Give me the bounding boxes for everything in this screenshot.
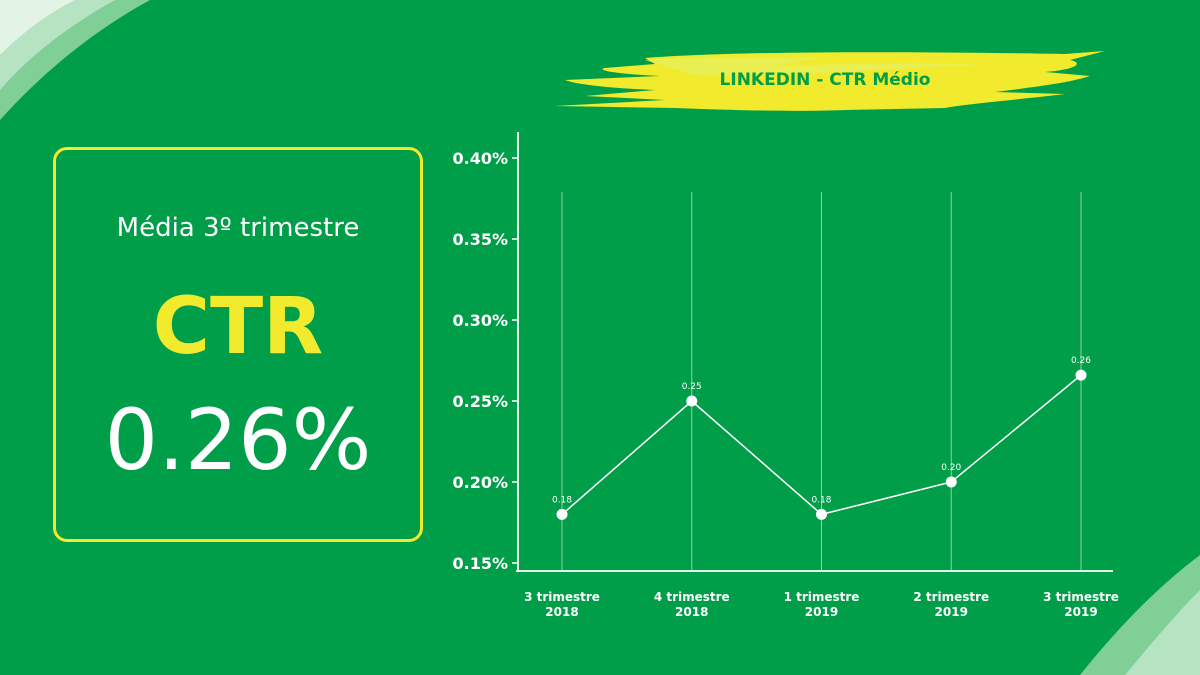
data-point-2: [816, 508, 827, 520]
y-tick-label-2: 0.25%: [452, 392, 508, 411]
kpi-value: 0.26%: [104, 391, 372, 489]
chart-title: LINKEDIN - CTR Médio: [719, 70, 931, 90]
data-point-1: [686, 395, 698, 407]
data-point-0: [556, 508, 568, 520]
data-point-4: [1075, 369, 1087, 381]
x-tick-label-2: 1 trimestre 2019: [784, 590, 860, 619]
y-tick-label-5: 0.40%: [452, 149, 508, 168]
y-tick-label-4: 0.35%: [452, 230, 508, 249]
x-tick-label-3: 2 trimestre 2019: [913, 590, 989, 619]
data-label-0: 0.18: [552, 495, 572, 505]
data-label-1: 0.25: [682, 382, 702, 392]
kpi-label: CTR: [152, 282, 324, 372]
kpi-card: Média 3º trimestre CTR 0.26%: [53, 147, 423, 542]
data-point-3: [945, 476, 957, 488]
corner-decoration-top-left: [0, 0, 150, 120]
data-label-4: 0.26: [1071, 356, 1091, 366]
kpi-subtitle: Média 3º trimestre: [116, 213, 360, 243]
y-tick-label-0: 0.15%: [452, 554, 508, 573]
y-tick-label-1: 0.20%: [452, 473, 508, 492]
x-tick-label-1: 4 trimestre 2018: [654, 590, 730, 619]
x-tick-label-4: 3 trimestre 2019: [1043, 590, 1119, 619]
title-brush-stroke: [555, 51, 1105, 111]
x-tick-label-0: 3 trimestre 2018: [524, 590, 600, 619]
data-label-2: 0.18: [811, 495, 831, 505]
line-chart: 0.15% 0.20% 0.25% 0.30% 0.35% 0.40% 3 trimest…: [452, 132, 1119, 619]
y-tick-label-3: 0.30%: [452, 311, 508, 330]
data-label-3: 0.20: [941, 463, 961, 473]
